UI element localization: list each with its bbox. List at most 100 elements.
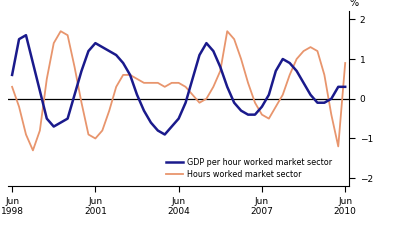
GDP per hour worked market sector [329, 97, 334, 100]
Hours worked market sector [162, 86, 167, 88]
GDP per hour worked market sector [239, 109, 243, 112]
Hours worked market sector [114, 86, 119, 88]
Hours worked market sector [10, 86, 14, 88]
GDP per hour worked market sector [114, 54, 119, 56]
GDP per hour worked market sector [204, 42, 209, 44]
Line: Hours worked market sector: Hours worked market sector [12, 31, 345, 150]
Hours worked market sector [343, 62, 348, 64]
Hours worked market sector [31, 149, 35, 152]
GDP per hour worked market sector [294, 69, 299, 72]
GDP per hour worked market sector [142, 109, 146, 112]
GDP per hour worked market sector [266, 94, 271, 96]
Hours worked market sector [274, 105, 278, 108]
Hours worked market sector [197, 101, 202, 104]
Hours worked market sector [100, 129, 105, 132]
Hours worked market sector [218, 69, 223, 72]
GDP per hour worked market sector [197, 54, 202, 56]
Hours worked market sector [336, 145, 341, 148]
Hours worked market sector [23, 133, 28, 136]
GDP per hour worked market sector [17, 38, 21, 41]
GDP per hour worked market sector [252, 113, 257, 116]
Text: %: % [349, 0, 358, 8]
Hours worked market sector [322, 74, 327, 76]
Hours worked market sector [135, 77, 139, 80]
GDP per hour worked market sector [128, 74, 133, 76]
Hours worked market sector [148, 81, 153, 84]
GDP per hour worked market sector [287, 62, 292, 64]
Hours worked market sector [190, 94, 195, 96]
GDP per hour worked market sector [225, 86, 229, 88]
GDP per hour worked market sector [336, 86, 341, 88]
Hours worked market sector [121, 74, 125, 76]
Hours worked market sector [239, 58, 243, 60]
GDP per hour worked market sector [10, 74, 14, 76]
GDP per hour worked market sector [65, 117, 70, 120]
GDP per hour worked market sector [183, 101, 188, 104]
Hours worked market sector [204, 97, 209, 100]
Hours worked market sector [156, 81, 160, 84]
GDP per hour worked market sector [121, 62, 125, 64]
GDP per hour worked market sector [246, 113, 251, 116]
Hours worked market sector [301, 50, 306, 52]
Hours worked market sector [308, 46, 313, 49]
GDP per hour worked market sector [308, 94, 313, 96]
Hours worked market sector [51, 42, 56, 44]
GDP per hour worked market sector [86, 50, 91, 52]
GDP per hour worked market sector [93, 42, 98, 44]
Line: GDP per hour worked market sector: GDP per hour worked market sector [12, 35, 345, 134]
Hours worked market sector [65, 34, 70, 37]
GDP per hour worked market sector [44, 117, 49, 120]
GDP per hour worked market sector [148, 121, 153, 124]
GDP per hour worked market sector [23, 34, 28, 37]
GDP per hour worked market sector [260, 105, 264, 108]
Hours worked market sector [183, 86, 188, 88]
Hours worked market sector [294, 58, 299, 60]
GDP per hour worked market sector [31, 62, 35, 64]
Hours worked market sector [17, 105, 21, 108]
GDP per hour worked market sector [135, 94, 139, 96]
Hours worked market sector [211, 86, 216, 88]
GDP per hour worked market sector [156, 129, 160, 132]
GDP per hour worked market sector [100, 46, 105, 49]
Hours worked market sector [280, 94, 285, 96]
GDP per hour worked market sector [301, 81, 306, 84]
Hours worked market sector [58, 30, 63, 33]
Hours worked market sector [266, 117, 271, 120]
GDP per hour worked market sector [274, 69, 278, 72]
Legend: GDP per hour worked market sector, Hours worked market sector: GDP per hour worked market sector, Hours… [166, 158, 331, 179]
GDP per hour worked market sector [218, 66, 223, 68]
GDP per hour worked market sector [170, 125, 174, 128]
GDP per hour worked market sector [343, 86, 348, 88]
Hours worked market sector [142, 81, 146, 84]
GDP per hour worked market sector [51, 125, 56, 128]
Hours worked market sector [170, 81, 174, 84]
GDP per hour worked market sector [232, 101, 237, 104]
Hours worked market sector [232, 38, 237, 41]
Hours worked market sector [79, 101, 84, 104]
GDP per hour worked market sector [37, 89, 42, 92]
Hours worked market sector [287, 74, 292, 76]
Hours worked market sector [86, 133, 91, 136]
GDP per hour worked market sector [176, 117, 181, 120]
Hours worked market sector [93, 137, 98, 140]
Hours worked market sector [107, 109, 112, 112]
GDP per hour worked market sector [72, 94, 77, 96]
GDP per hour worked market sector [79, 69, 84, 72]
Hours worked market sector [246, 81, 251, 84]
Hours worked market sector [72, 66, 77, 68]
Hours worked market sector [37, 129, 42, 132]
GDP per hour worked market sector [162, 133, 167, 136]
GDP per hour worked market sector [315, 101, 320, 104]
Hours worked market sector [329, 113, 334, 116]
GDP per hour worked market sector [211, 50, 216, 52]
GDP per hour worked market sector [58, 121, 63, 124]
Hours worked market sector [260, 113, 264, 116]
Hours worked market sector [252, 101, 257, 104]
Hours worked market sector [44, 77, 49, 80]
Hours worked market sector [128, 74, 133, 76]
Hours worked market sector [225, 30, 229, 33]
GDP per hour worked market sector [280, 58, 285, 60]
Hours worked market sector [176, 81, 181, 84]
GDP per hour worked market sector [107, 50, 112, 52]
GDP per hour worked market sector [190, 77, 195, 80]
